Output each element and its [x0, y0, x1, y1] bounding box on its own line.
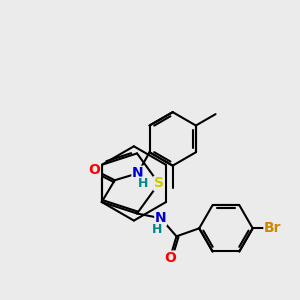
Text: O: O — [88, 163, 101, 177]
Text: H: H — [138, 177, 148, 190]
Text: O: O — [164, 251, 176, 265]
Text: Br: Br — [264, 221, 281, 235]
Text: N: N — [155, 211, 167, 225]
Text: H: H — [152, 223, 162, 236]
Text: N: N — [132, 166, 144, 180]
Text: S: S — [154, 176, 164, 190]
